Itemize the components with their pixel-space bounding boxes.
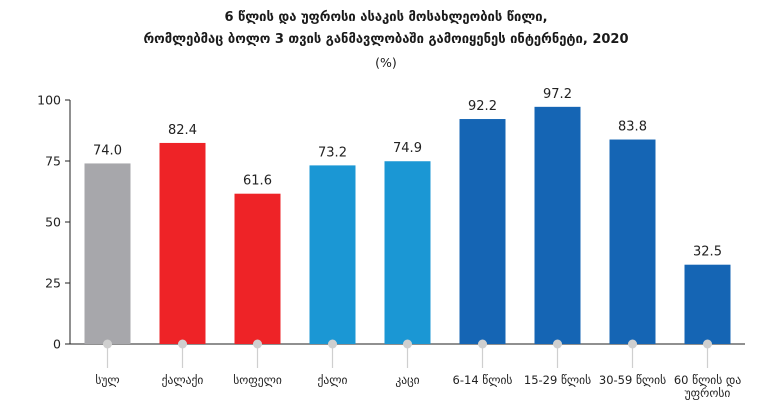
x-tick-label: ქალაქი — [162, 373, 204, 387]
category-marker-dot — [103, 339, 112, 349]
category-marker-dot — [628, 339, 637, 349]
bar — [534, 106, 581, 344]
bar — [234, 193, 281, 344]
category-marker-dot — [478, 339, 487, 349]
category-marker-dot — [403, 339, 412, 349]
x-tick-label: 30-59 წლის — [599, 373, 666, 387]
bar-value-label: 83.8 — [618, 120, 647, 135]
x-tick-label: 60 წლის და — [674, 373, 742, 387]
x-tick-label: ქალი — [318, 373, 348, 387]
y-tick-label: 100 — [37, 93, 61, 108]
y-tick-label: 25 — [45, 276, 61, 291]
bar-value-label: 61.6 — [243, 174, 272, 189]
category-marker-dot — [178, 339, 187, 349]
x-tick-label: 15-29 წლის — [524, 373, 591, 387]
y-tick-label: 0 — [53, 337, 61, 352]
bar — [309, 165, 356, 344]
bar — [384, 161, 431, 344]
bar-value-label: 92.2 — [468, 99, 497, 114]
chart-unit-label: (%) — [375, 55, 397, 70]
x-tick-label: უფროსი — [685, 386, 731, 400]
x-tick-label: სოფელი — [233, 373, 282, 387]
bar-value-label: 97.2 — [543, 87, 572, 102]
chart-title-line2: რომლებმაც ბოლო 3 თვის განმავლობაში გამოი… — [143, 32, 629, 47]
bar-value-label: 73.2 — [318, 145, 347, 160]
category-marker-dot — [553, 339, 562, 349]
category-marker-dot — [253, 339, 262, 349]
bar-value-label: 82.4 — [168, 123, 197, 138]
x-tick-label: 6-14 წლის — [453, 373, 513, 387]
y-tick-label: 75 — [45, 154, 61, 169]
y-tick-label: 50 — [45, 215, 61, 230]
bar-value-label: 74.9 — [393, 141, 422, 156]
bar-value-label: 32.5 — [693, 245, 722, 260]
bar — [84, 163, 131, 344]
bar-value-label: 74.0 — [93, 143, 122, 158]
category-marker-dot — [328, 339, 337, 349]
x-tick-label: კაცი — [395, 373, 419, 387]
x-tick-label: სულ — [95, 373, 119, 387]
chart-title-line1: 6 წლის და უფროსი ასაკის მოსახლეობის წილი… — [224, 10, 548, 25]
bar — [459, 119, 506, 344]
bar — [159, 142, 206, 344]
bar — [684, 264, 731, 344]
category-marker-dot — [703, 339, 712, 349]
bar — [609, 139, 656, 344]
